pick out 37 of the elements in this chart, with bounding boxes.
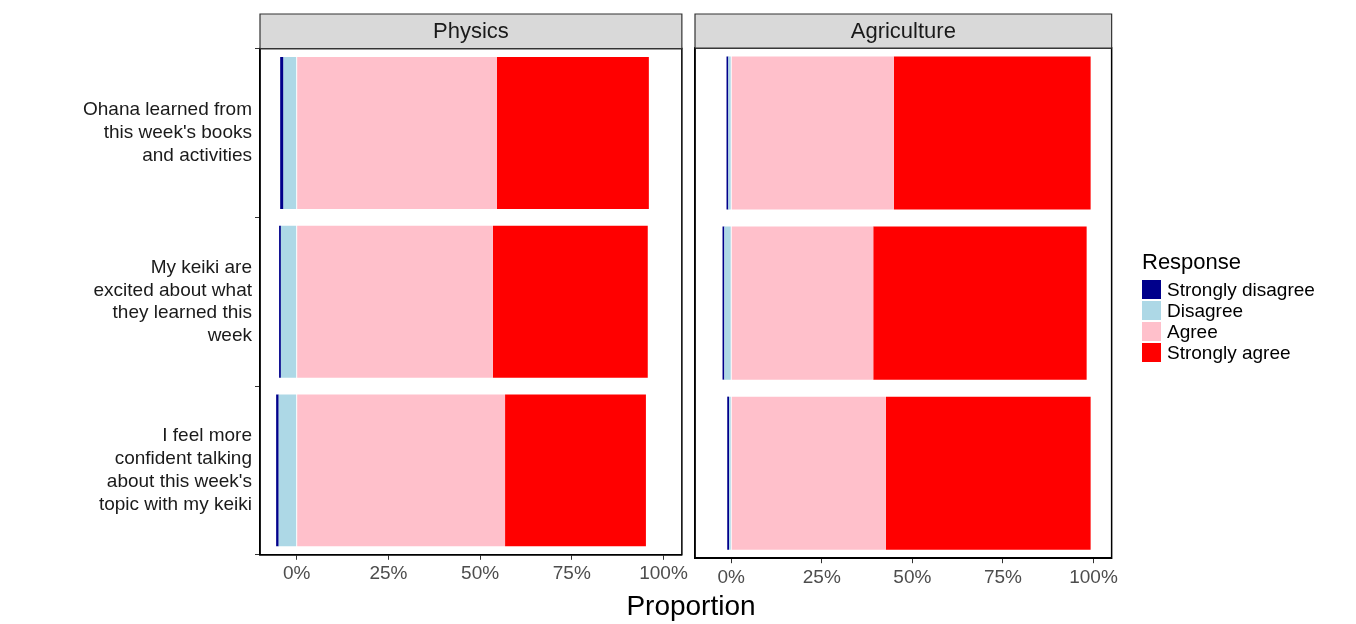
x-tick-label: 50% [461,562,500,584]
x-tick-label: 100% [639,562,688,584]
bar [297,225,493,378]
bar [873,226,1087,380]
y-tick-label: My keiki are excited about what they learned this week [93,255,253,346]
bar [297,394,506,547]
x-tick-label: 25% [369,562,408,584]
bar [893,56,1091,210]
legend-title: Response [1142,249,1243,275]
bar [496,57,649,209]
bar [731,396,886,550]
bar [492,225,648,378]
bar [297,57,497,209]
y-tick-label: I feel more confident talking about this week's topic with my keiki [98,424,252,514]
legend-label: Strongly disagree [1167,278,1315,301]
legend-label: Disagree [1167,299,1244,322]
bar [505,394,646,547]
x-tick-label: 75% [983,565,1023,587]
bar [731,56,894,210]
x-tick-label: 0% [282,562,311,584]
bar [283,57,297,209]
chart-title: Agriculture [850,18,956,44]
chart-title: Physics [433,18,509,44]
x-tick-label: 100% [1069,565,1118,587]
x-tick-label: 50% [893,565,932,587]
x-tick-label: 0% [717,565,746,587]
x-axis-title: Proportion [625,590,757,622]
legend-label: Agree [1167,320,1218,343]
y-tick-label: Ohana learned from this week's books and activities [83,98,252,165]
bar [724,226,731,380]
bar [278,394,297,547]
bar [731,226,874,380]
bar [885,396,1091,550]
legend-label: Strongly agree [1167,341,1291,364]
x-tick-label: 25% [802,565,841,587]
bar [280,225,297,378]
x-tick-label: 75% [552,562,591,584]
